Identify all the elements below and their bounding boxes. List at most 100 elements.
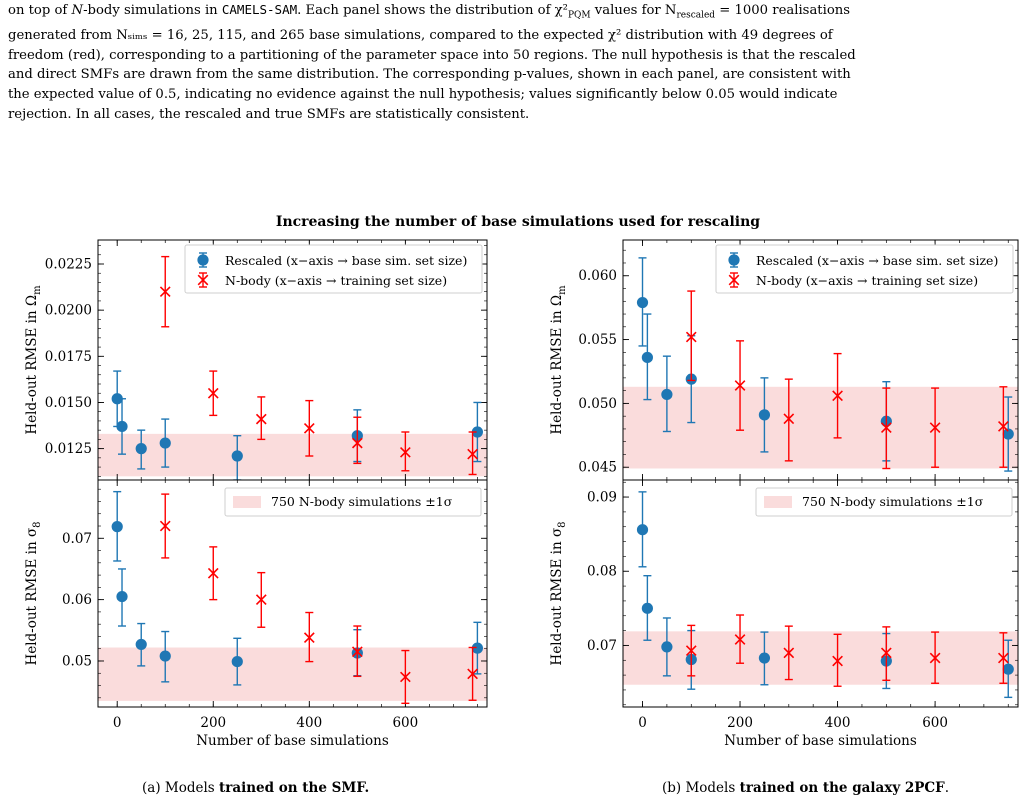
nbody-point: [207, 387, 219, 399]
rescaled-point: [661, 388, 673, 401]
y-tick-label: 0.050: [578, 396, 617, 412]
rescaled-point: [636, 296, 649, 309]
y-tick-label: 0.055: [578, 332, 617, 348]
y-tick-label: 0.0125: [45, 441, 92, 457]
nbody-point: [832, 390, 843, 402]
y-tick-label: 0.09: [587, 490, 617, 506]
series-layer: [636, 491, 1014, 699]
legend-box: [224, 487, 482, 517]
y-tick-label: 0.07: [62, 531, 92, 547]
subcaption-a: (a) Models trained on the SMF.: [142, 780, 370, 796]
panel-b-top: 0.045 0.050 0.055 0.060 Held-out RMSE in Ωm R…: [549, 239, 1019, 481]
x-tick-label: 400: [296, 715, 322, 731]
rescaled-point: [641, 602, 653, 614]
y-tick-label: 0.06: [62, 592, 92, 608]
nbody-point: [399, 671, 411, 683]
rescaled-point: [641, 351, 653, 364]
nbody-point: [734, 634, 746, 645]
nbody-errorbar: [687, 290, 696, 382]
nbody-point: [929, 652, 941, 664]
nbody-point: [783, 647, 795, 659]
panel-a-bottom: 0 200 400 600 0.05 0.06 0.07 Held-out RMSE in σ…: [24, 479, 488, 749]
nbody-point: [685, 645, 697, 656]
legend-rescaled-marker: [197, 254, 209, 266]
nbody-point: [255, 413, 267, 425]
nbody-750-band: [98, 647, 487, 701]
x-axis-label: Number of base simulations: [724, 733, 917, 749]
legend-nbody-label: N-body (x−axis → training set size): [225, 273, 447, 288]
figure-suptitle: Increasing the number of base simulation…: [275, 214, 761, 230]
nbody-point: [207, 567, 219, 579]
rescaled-point: [1002, 428, 1014, 440]
legend: Rescaled (x−axis → base sim. set size) N-…: [184, 244, 483, 294]
y-tick-label: 0.045: [578, 460, 617, 476]
nbody-point: [685, 331, 697, 343]
rescaled-point: [231, 450, 243, 462]
caption-line-5: the expected value of 0.5, indicating no…: [8, 87, 838, 103]
y-axis-label: Held-out RMSE in Ωm: [24, 285, 43, 435]
rescaled-point: [135, 443, 147, 455]
legend-nbody-marker: [728, 274, 740, 286]
rescaled-point: [231, 656, 243, 668]
y-tick-label: 0.060: [578, 268, 617, 284]
nbody-errorbar: [784, 378, 793, 462]
y-axis-label: Held-out RMSE in σ8: [24, 521, 43, 665]
nbody-point: [880, 647, 892, 659]
x-axis-label: Number of base simulations: [196, 733, 389, 749]
series-layer: [111, 255, 483, 480]
legend-nbody-marker: [197, 274, 209, 286]
nbody-errorbar: [353, 416, 362, 465]
caption-line-2: generated from Nₛᵢₘₛ = 16, 25, 115, and …: [8, 28, 833, 44]
legend-rescaled-label: Rescaled (x−axis → base sim. set size): [756, 253, 998, 268]
rescaled-point: [111, 521, 123, 533]
legend-box: [184, 244, 483, 294]
rescaled-point: [116, 420, 128, 433]
legend-rescaled-label: Rescaled (x−axis → base sim. set size): [225, 253, 467, 268]
rescaled-point: [758, 409, 771, 421]
y-tick-label: 0.0200: [45, 303, 92, 319]
y-axis-label: Held-out RMSE in σ8: [549, 521, 568, 665]
subcaption-b: (b) Models trained on the galaxy 2PCF.: [662, 780, 950, 796]
nbody-point: [351, 646, 363, 658]
rescaled-point: [116, 590, 128, 603]
legend-band-swatch: [764, 496, 792, 508]
nbody-point: [467, 668, 478, 680]
nbody-point: [467, 448, 478, 460]
x-tick-label: 600: [392, 715, 418, 731]
y-tick-label: 0.0225: [45, 257, 92, 273]
nbody-750-band: [623, 631, 1018, 685]
nbody-point: [832, 655, 843, 667]
rescaled-point: [758, 652, 771, 664]
legend-band-label: 750 N-body simulations ±1σ: [271, 494, 453, 509]
legend-band-label: 750 N-body simulations ±1σ: [802, 494, 984, 509]
nbody-point: [159, 286, 171, 298]
y-tick-label: 0.05: [62, 653, 92, 669]
x-tick-label: 0: [638, 715, 647, 731]
rescaled-point: [471, 642, 483, 654]
x-tick-label: 200: [200, 715, 226, 731]
y-tick-label: 0.07: [587, 638, 617, 654]
legend-box: [715, 244, 1014, 294]
rescaled-point: [111, 393, 123, 405]
x-tick-label: 0: [113, 715, 122, 731]
rescaled-point: [159, 437, 171, 449]
y-axis-label: Held-out RMSE in Ωm: [549, 285, 568, 435]
legend-box: [755, 487, 1013, 517]
legend-band-swatch: [233, 496, 261, 508]
series-layer: [111, 490, 483, 705]
nbody-point: [734, 380, 746, 391]
nbody-point: [783, 413, 795, 425]
y-tick-label: 0.0150: [45, 395, 92, 411]
nbody-point: [159, 520, 171, 532]
x-tick-label: 600: [922, 715, 948, 731]
rescaled-point: [135, 638, 147, 651]
nbody-point: [998, 652, 1009, 664]
caption-line-3: freedom (red), corresponding to a partit…: [8, 47, 856, 63]
legend: Rescaled (x−axis → base sim. set size) N-…: [715, 244, 1014, 294]
rescaled-point: [471, 426, 483, 438]
caption-line-6: rejection. In all cases, the rescaled an…: [8, 106, 530, 122]
legend-nbody-label: N-body (x−axis → training set size): [756, 273, 978, 288]
nbody-point: [303, 632, 315, 644]
legend: 750 N-body simulations ±1σ: [755, 487, 1013, 517]
